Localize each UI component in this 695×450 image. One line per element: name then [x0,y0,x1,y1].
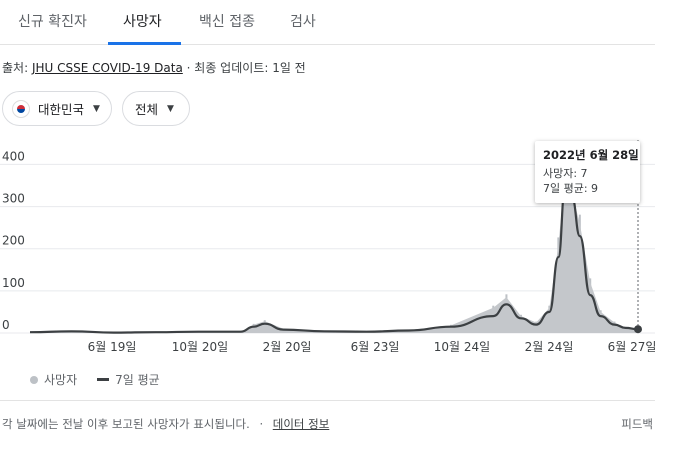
x-tick-label: 10월 24일 [434,340,490,354]
y-tick-label: 300 [2,192,25,206]
y-tick-label: 0 [2,318,10,332]
tab-vaccination[interactable]: 백신 접종 [199,14,255,30]
tab-deaths[interactable]: 사망자 [123,14,162,30]
last-updated: 최종 업데이트: 1일 전 [194,61,306,75]
dropdown-caret-icon: ▼ [167,103,174,114]
korea-flag-icon [12,99,30,118]
y-tick-label: 200 [2,234,25,248]
hover-point [634,325,642,334]
x-tick-label: 6월 19일 [88,340,137,354]
legend-deaths: 사망자 [44,373,78,387]
source-prefix: 출처: [2,61,29,75]
x-tick-label: 2월 20일 [263,340,312,354]
footer-separator: · [259,417,264,431]
data-info-link[interactable]: 데이터 정보 [272,417,330,431]
range-dropdown[interactable]: 전체 ▼ [122,91,190,126]
x-tick-label: 6월 23일 [351,340,400,354]
deaths-legend-marker [30,375,38,384]
tab-tests[interactable]: 검사 [290,14,316,30]
chart-tooltip: 2022년 6월 28일 사망자: 7 7일 평균: 9 [535,141,640,203]
footer-divider [0,400,655,401]
legend-average: 7일 평균 [115,373,160,387]
x-tick-label: 2월 24일 [525,340,574,354]
tooltip-average: 7일 평균: 9 [543,182,599,195]
dropdown-caret-icon: ▼ [93,103,100,114]
deaths-area [30,172,638,333]
source-separator: · [186,61,191,75]
tooltip-deaths: 사망자: 7 [543,167,588,180]
active-tab-indicator [108,42,181,45]
y-tick-label: 100 [2,276,25,290]
tab-new-cases[interactable]: 신규 확진자 [18,14,87,30]
source-link[interactable]: JHU CSSE COVID-19 Data [31,61,183,75]
footer-text: 각 날짜에는 전날 이후 보고된 사망자가 표시됩니다. [2,417,250,431]
feedback-link[interactable]: 피드백 [621,417,653,431]
tab-bar: 신규 확진자 사망자 백신 접종 검사 [0,0,655,45]
source-line: 출처: JHU CSSE COVID-19 Data · 최종 업데이트: 1일… [2,59,306,76]
region-dropdown[interactable]: 대한민국 ▼ [2,91,112,126]
region-label: 대한민국 [38,102,85,117]
range-label: 전체 [135,102,159,117]
seven-day-average-line [29,184,639,334]
x-tick-label: 6월 27일 [608,340,655,354]
tooltip-date: 2022년 6월 28일 [543,148,639,162]
x-tick-label: 10월 20일 [172,340,228,354]
footer-note: 각 날짜에는 전날 이후 보고된 사망자가 표시됩니다. · 데이터 정보 [2,416,329,432]
y-tick-label: 400 [2,149,25,163]
chart-legend: 사망자 7일 평균 [30,371,160,388]
average-legend-marker [97,378,110,381]
deaths-chart[interactable]: 0 100 200 300 400 6월 19일 10월 20일 2월 20일 6월 23일 1… [0,140,655,365]
